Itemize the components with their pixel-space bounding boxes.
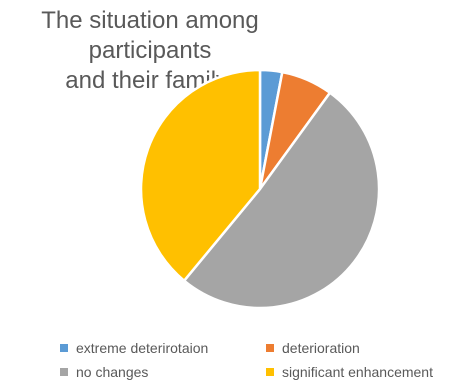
chart-title: The situation among participants and the…: [0, 6, 300, 96]
legend-label-significant-enhancement: significant enhancement: [282, 364, 433, 380]
legend-label-deterioration: deterioration: [282, 340, 360, 356]
legend-label-no-changes: no changes: [76, 364, 149, 380]
legend-swatch-significant-enhancement: [266, 368, 274, 376]
legend-item-significant-enhancement: significant enhancement: [266, 364, 433, 380]
legend-swatch-no-changes: [60, 368, 68, 376]
chart-title-line-1: The situation among participants: [41, 7, 259, 64]
legend-swatch-deterioration: [266, 344, 274, 352]
legend-label-extreme-deterioration: extreme deterirotaion: [76, 340, 209, 356]
pie-slice-no-changes: [182, 91, 381, 310]
legend-item-no-changes: no changes: [60, 364, 148, 380]
legend-item-deterioration: deterioration: [266, 340, 360, 356]
legend-swatch-extreme-deterioration: [60, 344, 68, 352]
pie-slice-significant-enhancement: [139, 68, 262, 282]
legend-item-extreme-deterioration: extreme deterirotaion: [60, 340, 208, 356]
